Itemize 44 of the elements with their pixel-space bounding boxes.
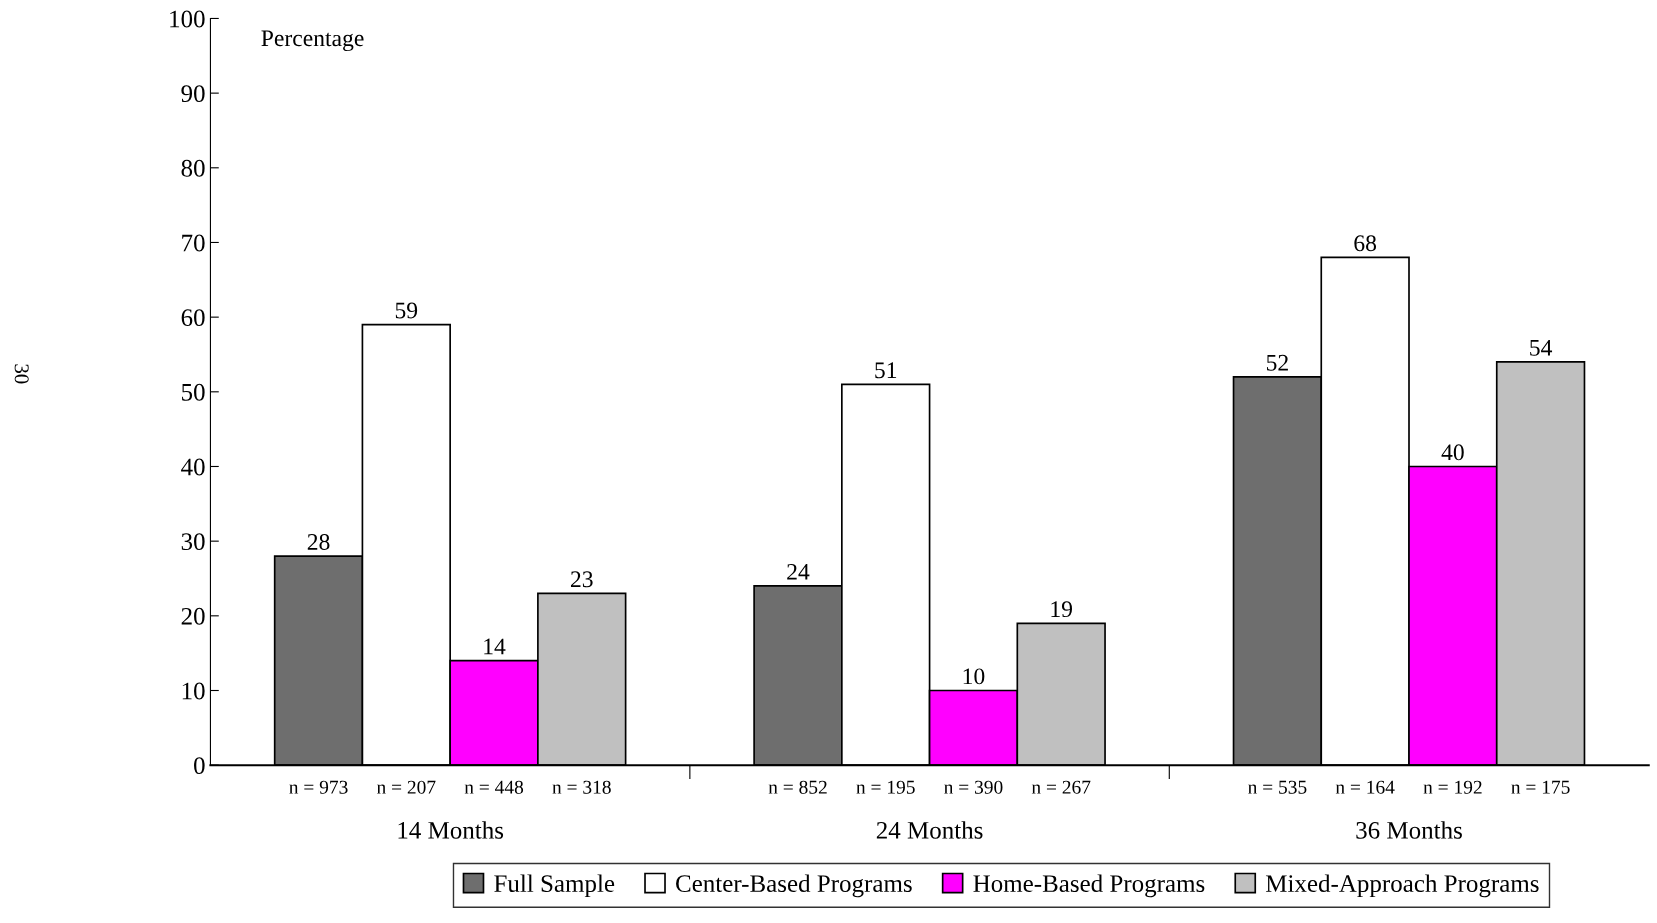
- y-tick-label: 0: [194, 757, 205, 775]
- text: n = 164: [1335, 780, 1395, 794]
- data-label: 40: [1441, 444, 1464, 461]
- text: n = 192: [1423, 780, 1482, 794]
- text: n = 267: [1031, 780, 1091, 794]
- text: n = 390: [944, 780, 1003, 794]
- legend-label: Home-Based Programs: [973, 874, 1205, 898]
- data-label: 24: [787, 563, 810, 580]
- text: 30: [14, 364, 29, 384]
- data-label: 14: [484, 638, 506, 655]
- text: n = 207: [376, 780, 436, 794]
- y-tick-label: 20: [181, 607, 205, 625]
- y-tick-label: 60: [181, 309, 205, 327]
- text: n = 448: [464, 780, 524, 794]
- y-tick-label: 50: [182, 383, 205, 401]
- text: n = 973: [289, 780, 348, 794]
- x-tick-label: 14 Months: [398, 821, 504, 839]
- y-tick-label: 80: [181, 159, 205, 177]
- y-tick-label: 90: [181, 85, 205, 103]
- text: n = 175: [1511, 780, 1570, 794]
- text: n = 535: [1248, 780, 1307, 794]
- x-tick-label: 24 Months: [876, 821, 983, 839]
- data-label: 28: [307, 533, 330, 550]
- data-label: 68: [1354, 235, 1377, 252]
- data-label: 54: [1530, 339, 1553, 356]
- legend-label: Full Sample: [494, 874, 615, 898]
- data-label: 10: [963, 668, 985, 685]
- y-tick-label: 100: [170, 10, 205, 28]
- legend-label: Center-Based Programs: [676, 874, 912, 898]
- text: n = 318: [552, 780, 611, 794]
- legend-label: Mixed-Approach Programs: [1265, 874, 1539, 898]
- data-label: 23: [570, 571, 593, 588]
- y-tick-label: 30: [181, 533, 205, 551]
- y-tick-label: 10: [182, 682, 205, 700]
- x-tick-label: 36 Months: [1356, 821, 1462, 839]
- data-label: 52: [1266, 354, 1288, 371]
- text: n = 852: [768, 780, 827, 794]
- y-axis-title: Percentage: [261, 30, 364, 52]
- data-label: 19: [1051, 601, 1073, 618]
- text: n = 195: [856, 780, 915, 794]
- data-label: 59: [395, 302, 418, 319]
- y-tick-label: 70: [182, 234, 205, 252]
- data-label: 51: [875, 362, 897, 379]
- y-tick-label: 40: [181, 458, 205, 476]
